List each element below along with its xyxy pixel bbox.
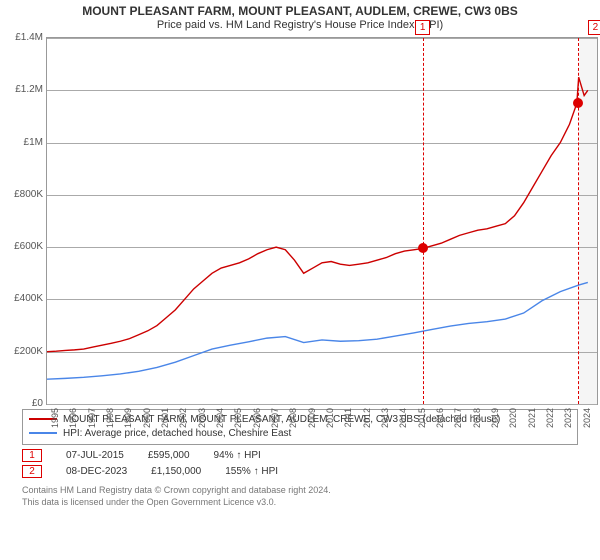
x-tick-label: 2008 [288, 408, 298, 428]
marker-index-box: 2 [588, 20, 600, 35]
x-tick-label: 1998 [105, 408, 115, 428]
transaction-price: £1,150,000 [151, 466, 201, 477]
y-tick-label: £200K [5, 346, 43, 357]
gridline [47, 404, 597, 405]
transaction-index: 2 [22, 465, 42, 478]
footer-attribution: Contains HM Land Registry data © Crown c… [22, 484, 578, 508]
x-tick-label: 2017 [453, 408, 463, 428]
x-tick-label: 2011 [343, 408, 353, 427]
x-tick-label: 2014 [398, 408, 408, 428]
x-tick-label: 2016 [435, 408, 445, 428]
x-tick-label: 2024 [582, 408, 592, 428]
y-tick-label: £1M [5, 137, 43, 148]
x-tick-label: 2020 [508, 408, 518, 428]
x-tick-label: 2005 [233, 408, 243, 428]
footer-line-2: This data is licensed under the Open Gov… [22, 496, 578, 508]
transactions-table: 1 07-JUL-2015 £595,000 94% ↑ HPI 2 08-DEC-202… [22, 449, 578, 478]
legend-swatch [29, 432, 57, 434]
marker-index-box: 1 [415, 20, 431, 35]
x-tick-label: 2004 [215, 408, 225, 428]
x-tick-label: 2001 [160, 408, 170, 428]
line-chart: £0£200K£400K£600K£800K£1M£1.2M£1.4M19951… [46, 37, 598, 405]
marker-vline [423, 38, 424, 404]
x-tick-label: 2019 [490, 408, 500, 428]
transaction-date: 08-DEC-2023 [66, 466, 127, 477]
x-tick-label: 2009 [307, 408, 317, 428]
chart-subtitle: Price paid vs. HM Land Registry's House … [8, 19, 592, 31]
x-tick-label: 2023 [563, 408, 573, 428]
transaction-pct: 94% ↑ HPI [214, 450, 261, 461]
x-tick-label: 1996 [68, 408, 78, 428]
y-tick-label: £1.2M [5, 84, 43, 95]
marker-vline [578, 38, 579, 404]
x-tick-label: 1997 [87, 408, 97, 428]
x-tick-label: 2012 [362, 408, 372, 428]
x-tick-label: 2000 [142, 408, 152, 428]
series-price_paid [47, 77, 588, 352]
x-tick-label: 1999 [123, 408, 133, 428]
x-tick-label: 2007 [270, 408, 280, 428]
y-tick-label: £400K [5, 293, 43, 304]
x-tick-label: 2022 [545, 408, 555, 428]
x-tick-label: 2018 [472, 408, 482, 428]
chart-title: MOUNT PLEASANT FARM, MOUNT PLEASANT, AUD… [8, 4, 592, 18]
marker-dot [573, 98, 583, 108]
legend-label: HPI: Average price, detached house, Ches… [63, 428, 291, 439]
x-tick-label: 2015 [417, 408, 427, 428]
x-tick-label: 2010 [325, 408, 335, 428]
transaction-pct: 155% ↑ HPI [225, 466, 278, 477]
y-tick-label: £0 [5, 398, 43, 409]
footer-line-1: Contains HM Land Registry data © Crown c… [22, 484, 578, 496]
transaction-price: £595,000 [148, 450, 190, 461]
transaction-row: 1 07-JUL-2015 £595,000 94% ↑ HPI [22, 449, 578, 462]
transaction-row: 2 08-DEC-2023 £1,150,000 155% ↑ HPI [22, 465, 578, 478]
x-tick-label: 2003 [197, 408, 207, 428]
x-tick-label: 2002 [178, 408, 188, 428]
x-tick-label: 1995 [50, 408, 60, 428]
marker-dot [418, 243, 428, 253]
series-hpi [47, 282, 588, 379]
y-tick-label: £600K [5, 241, 43, 252]
x-tick-label: 2006 [252, 408, 262, 428]
transaction-index: 1 [22, 449, 42, 462]
y-tick-label: £1.4M [5, 32, 43, 43]
x-tick-label: 2021 [527, 408, 537, 428]
legend-row: HPI: Average price, detached house, Ches… [29, 427, 571, 441]
x-tick-label: 2013 [380, 408, 390, 428]
y-tick-label: £800K [5, 189, 43, 200]
transaction-date: 07-JUL-2015 [66, 450, 124, 461]
